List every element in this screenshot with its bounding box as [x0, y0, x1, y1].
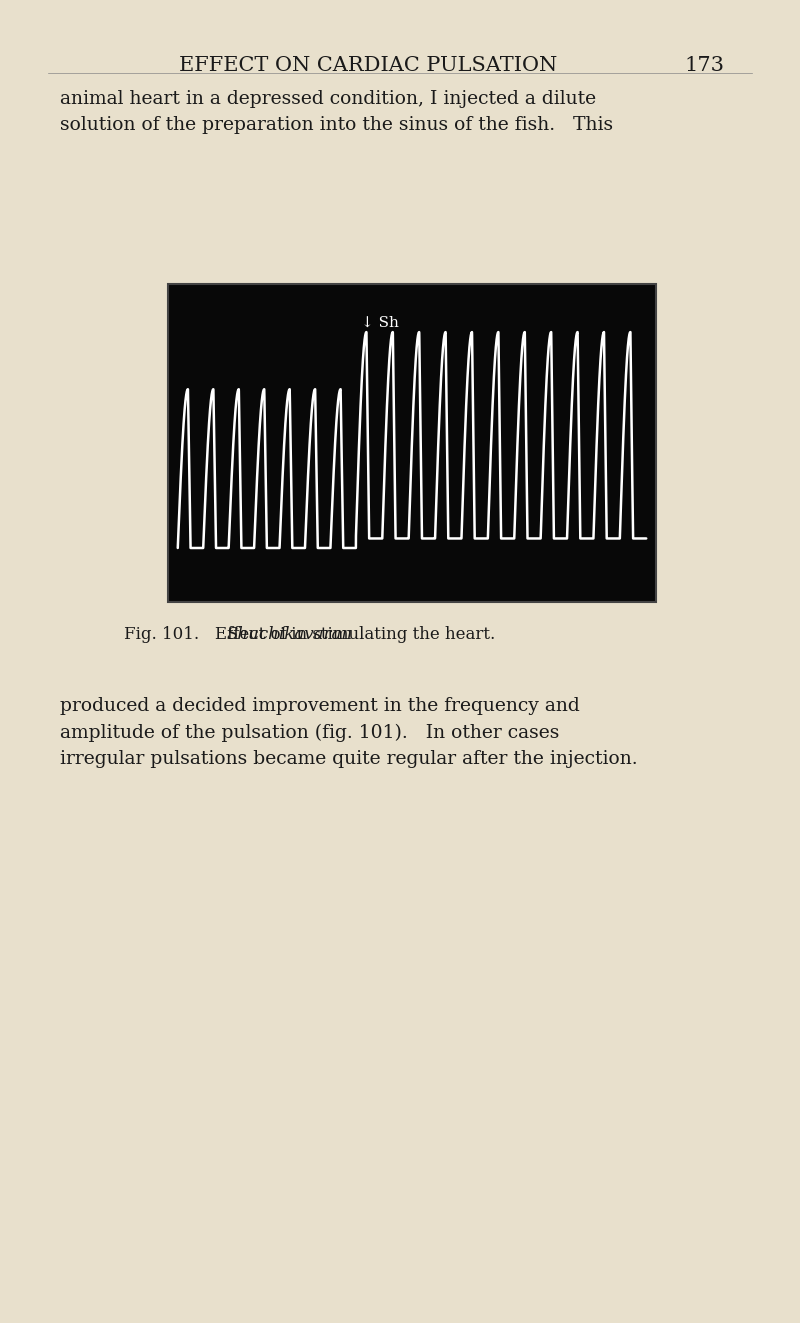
Text: 173: 173 — [684, 56, 724, 74]
Text: produced a decided improvement in the frequency and
amplitude of the pulsation (: produced a decided improvement in the fr… — [60, 697, 638, 769]
Text: EFFECT ON CARDIAC PULSATION: EFFECT ON CARDIAC PULSATION — [179, 56, 557, 74]
Text: Fig. 101.   Effect of: Fig. 101. Effect of — [124, 626, 292, 643]
Text: in stimulating the heart.: in stimulating the heart. — [286, 626, 496, 643]
Bar — [168, 284, 656, 602]
Text: animal heart in a depressed condition, I injected a dilute
solution of the prepa: animal heart in a depressed condition, I… — [60, 90, 613, 135]
Text: Shuchikavaran: Shuchikavaran — [226, 626, 352, 643]
Text: ↓ Sh: ↓ Sh — [361, 316, 398, 331]
